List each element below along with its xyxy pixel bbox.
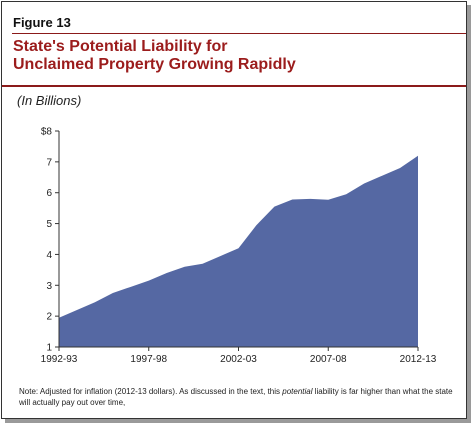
y-tick-label: 7 xyxy=(46,157,52,168)
chart-title-line-1: State's Potential Liability for xyxy=(13,38,228,55)
y-tick-label: 3 xyxy=(46,281,52,292)
title-rule-top xyxy=(12,33,466,34)
x-tick-label: 1997-98 xyxy=(130,354,167,365)
area-series xyxy=(59,155,418,347)
units-subtitle: (In Billions) xyxy=(17,93,82,108)
figure-frame: Figure 13 State's Potential Liability fo… xyxy=(1,1,467,419)
y-tick-label: 5 xyxy=(46,219,52,230)
x-tick-label: 2012-13 xyxy=(400,354,437,365)
footnote-emphasis: potential xyxy=(282,387,313,396)
y-tick-label: $8 xyxy=(41,127,53,138)
y-tick-label: 4 xyxy=(46,250,52,261)
footnote: Note: Adjusted for inflation (2012-13 do… xyxy=(19,386,459,408)
chart-title: State's Potential Liability for Unclaime… xyxy=(13,38,296,74)
area-chart: 1 2 3 4 5 6 7 $8 1992-93 1997-98 2002-03 2007-08 201… xyxy=(41,127,437,366)
title-rule-bottom xyxy=(2,85,466,87)
y-tick-label: 2 xyxy=(46,312,52,323)
figure-label: Figure 13 xyxy=(13,15,71,30)
x-tick-label: 1992-93 xyxy=(41,354,78,365)
x-tick-label: 2002-03 xyxy=(220,354,257,365)
footnote-part-2: liability is far higher than what the st… xyxy=(19,387,453,407)
y-tick-label: 6 xyxy=(46,188,52,199)
footnote-part-1: Note: Adjusted for inflation (2012-13 do… xyxy=(19,387,283,396)
y-tick-label: 1 xyxy=(46,343,52,354)
chart-title-line-2: Unclaimed Property Growing Rapidly xyxy=(13,56,296,73)
x-tick-label: 2007-08 xyxy=(310,354,347,365)
